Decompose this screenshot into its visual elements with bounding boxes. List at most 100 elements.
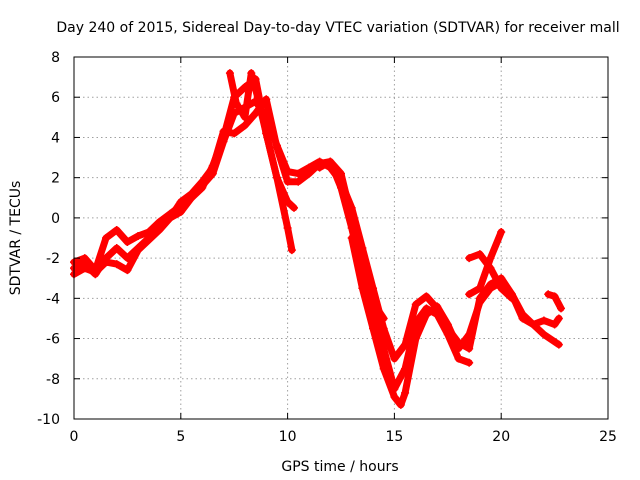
data-point [347,223,356,232]
data-point [253,93,262,102]
data-point [240,121,249,130]
data-point [465,344,474,353]
axes-layer: 0 5 10 15 20 25 -10 -8 -6 -4 -2 0 2 4 6 8 [37,50,617,445]
y-tick-label: 0 [51,211,60,227]
data-point [454,354,463,363]
plot-frame [73,56,609,420]
data-point [123,266,132,275]
chart-title: Day 240 of 2015, Sidereal Day-to-day VTE… [56,20,619,36]
data-point [283,177,292,186]
data-point [304,169,313,178]
data-point [123,254,132,263]
x-tick-label: 0 [70,429,79,445]
data-point [454,344,463,353]
data-point [358,270,367,279]
data-point [112,225,121,234]
series-track-8 [315,157,388,323]
data-point [134,231,143,240]
series-band [70,95,473,393]
data-point [326,157,335,166]
data-point [91,270,100,279]
data-point [390,392,399,401]
y-tick-label: -2 [46,251,60,267]
data-point [112,260,121,269]
data-point [337,183,345,192]
data-point [232,99,241,108]
data-point [422,292,431,301]
data-point [176,197,185,206]
data-point [475,284,484,293]
series-track-9 [225,69,299,212]
data-point [557,304,566,313]
data-point [369,298,378,307]
data-point [507,294,516,303]
series-track-7 [544,290,566,313]
series-track-5 [465,227,506,299]
data-point [411,300,420,309]
data-point [486,264,495,273]
data-point [272,173,281,182]
data-point [134,244,143,253]
data-point [102,254,111,263]
x-tick-label: 20 [492,429,510,445]
data-point [411,334,420,343]
y-tick-label: 8 [51,50,60,66]
data-point [518,314,527,323]
data-point [369,324,378,333]
y-tick-label: -4 [46,291,60,307]
data-point [187,189,196,198]
y-tick-label: -8 [46,372,60,388]
y-axis-label: SDTVAR / TECUs [8,181,24,296]
series-track-3 [70,95,474,393]
data-point [550,292,559,301]
data-point [294,169,303,178]
data-point [554,340,563,349]
data-point [475,250,484,259]
data-point [529,320,538,329]
data-point [272,143,281,152]
series-band [465,228,505,298]
data-point [230,129,239,138]
data-point [247,69,256,78]
data-point [411,318,420,327]
data-point [315,163,324,172]
data-point [422,310,431,319]
data-point [390,354,399,363]
data-point [262,129,271,138]
data-point [262,95,271,104]
series-track-6 [465,250,516,303]
data-point [465,290,474,299]
data-point [443,320,452,329]
series-band [70,97,563,363]
data-point [486,284,495,293]
data-point [166,213,175,222]
data-point [401,388,410,397]
data-point [396,400,405,409]
data-point [550,320,559,329]
data-point [144,234,153,242]
data-point [290,203,299,212]
x-tick-label: 25 [599,429,617,445]
data-point [554,314,563,323]
data-point [379,314,388,323]
data-point [240,113,249,122]
data-point [208,163,217,172]
data-point [379,364,388,373]
data-point [544,290,553,299]
data-point [465,330,474,339]
data-point [465,254,474,263]
data-point [539,330,548,339]
x-tick-label: 15 [385,429,403,445]
data-point [219,127,228,136]
data-point [475,298,484,307]
data-point [225,69,234,78]
data-point [497,284,506,293]
data-point [294,177,303,186]
data-point [497,227,506,236]
y-tick-label: -10 [37,412,60,428]
y-tick-label: -6 [46,332,60,348]
series-layer [70,69,566,409]
data-point [287,246,296,255]
data-point [155,223,164,232]
